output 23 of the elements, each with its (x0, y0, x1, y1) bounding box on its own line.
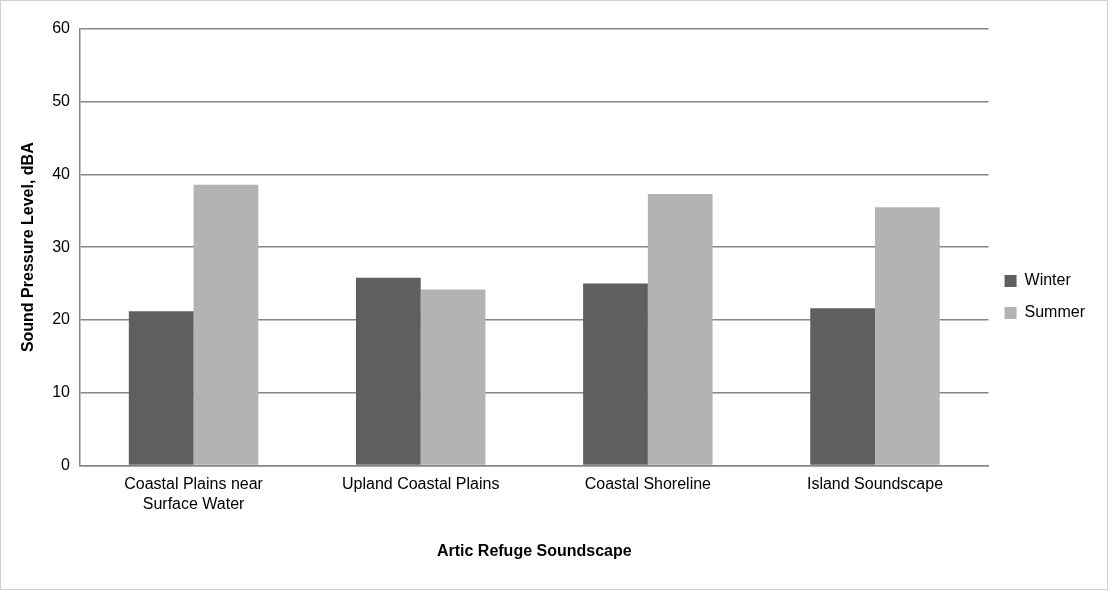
y-tick-label: 50 (52, 92, 71, 110)
y-tick-label: 40 (52, 164, 71, 182)
bar (193, 184, 259, 465)
bar (810, 308, 875, 465)
legend-label: Summer (1024, 303, 1086, 321)
x-axis-title: Artic Refuge Soundscape (436, 541, 632, 559)
x-tick-label: Island Soundscape (806, 475, 944, 493)
x-tick-label: Coastal Plains near Surface Water (124, 475, 264, 512)
bar (647, 194, 713, 465)
bar (420, 289, 486, 465)
x-tick-label: Coastal Shoreline (584, 475, 712, 493)
y-tick-label: 10 (52, 383, 71, 401)
bar (355, 277, 421, 465)
y-axis-title: Sound Pressure Level, dBA (19, 141, 37, 353)
y-tick-label: 20 (52, 310, 71, 328)
y-tick-label: 60 (52, 19, 71, 37)
bar (128, 311, 194, 465)
y-tick-label: 30 (52, 237, 71, 255)
legend-label: Winter (1024, 271, 1072, 289)
bar (874, 207, 940, 465)
y-tick-label: 0 (61, 455, 71, 473)
bar (583, 283, 648, 465)
x-tick-label: Upland Coastal Plains (341, 475, 500, 493)
